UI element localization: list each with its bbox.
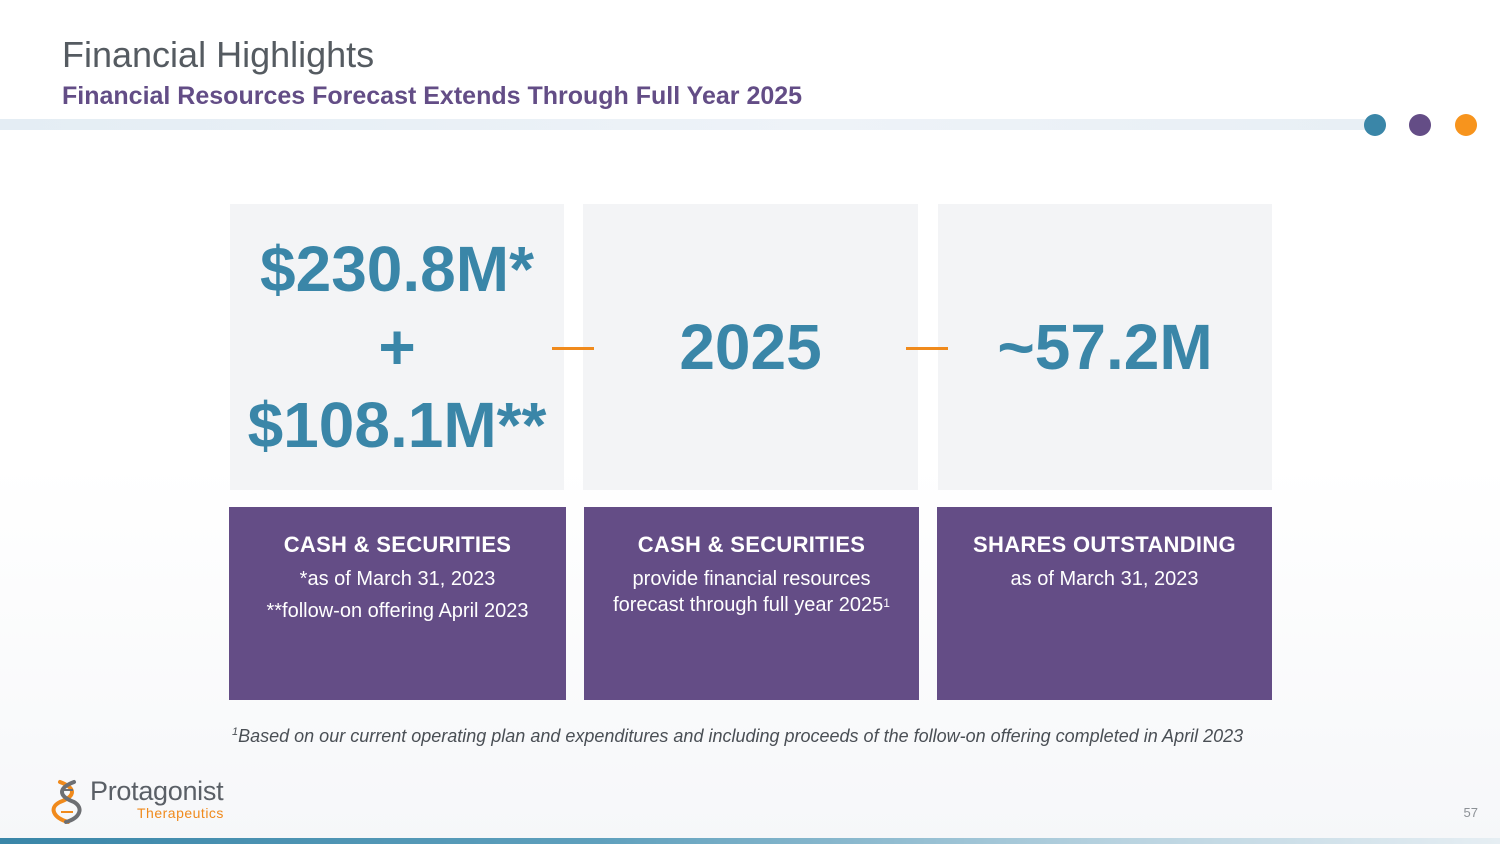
- slide-subtitle: Financial Resources Forecast Extends Thr…: [62, 82, 803, 110]
- card-runway-value: 2025: [583, 204, 918, 490]
- shares-label-line1: as of March 31, 2023: [1010, 568, 1199, 590]
- card-shares-label: SHARES OUTSTANDING as of March 31, 2023: [937, 507, 1272, 700]
- runway-value: 2025: [679, 311, 822, 383]
- cash-value-line3: $108.1M**: [247, 389, 547, 461]
- runway-footnote-marker: 1: [883, 596, 890, 610]
- header-bar: [0, 119, 1365, 130]
- card-runway-label: CASH & SECURITIES provide financial reso…: [584, 507, 919, 700]
- cash-label-line2: **follow-on offering April 2023: [266, 600, 529, 622]
- footnote-text: Based on our current operating plan and …: [238, 726, 1244, 746]
- runway-label-title: CASH & SECURITIES: [637, 532, 866, 557]
- slide-title: Financial Highlights: [62, 34, 375, 75]
- dot-purple: [1409, 114, 1431, 136]
- logo-sub: Therapeutics: [137, 805, 224, 821]
- cash-label-line1: *as of March 31, 2023: [299, 568, 496, 590]
- shares-label-title: SHARES OUTSTANDING: [973, 532, 1236, 557]
- dot-blue: [1364, 114, 1386, 136]
- logo-name: Protagonist: [90, 776, 224, 806]
- bottom-bar: [0, 838, 1500, 844]
- footnote: 1Based on our current operating plan and…: [232, 726, 1243, 747]
- connector-dash-1: [552, 347, 594, 350]
- card-cash-label: CASH & SECURITIES *as of March 31, 2023 …: [229, 507, 566, 700]
- helix-icon: [51, 780, 82, 824]
- runway-label-line2-text: forecast through full year 2025: [613, 594, 884, 616]
- page-number: 57: [1463, 805, 1478, 820]
- footnote-marker: 1: [232, 726, 239, 738]
- cash-value-plus: +: [378, 311, 416, 383]
- dot-orange: [1455, 114, 1477, 136]
- card-shares-value: ~57.2M: [938, 204, 1272, 490]
- runway-label-line2: forecast through full year 20251: [584, 592, 919, 618]
- company-logo: Protagonist Therapeutics: [50, 776, 250, 826]
- cash-label-title: CASH & SECURITIES: [283, 532, 512, 557]
- card-cash-value: $230.8M* + $108.1M**: [230, 204, 564, 490]
- connector-dash-2: [906, 347, 948, 350]
- runway-label-line1: provide financial resources: [632, 568, 871, 590]
- cash-value-line1: $230.8M*: [260, 233, 534, 305]
- shares-value: ~57.2M: [997, 311, 1213, 383]
